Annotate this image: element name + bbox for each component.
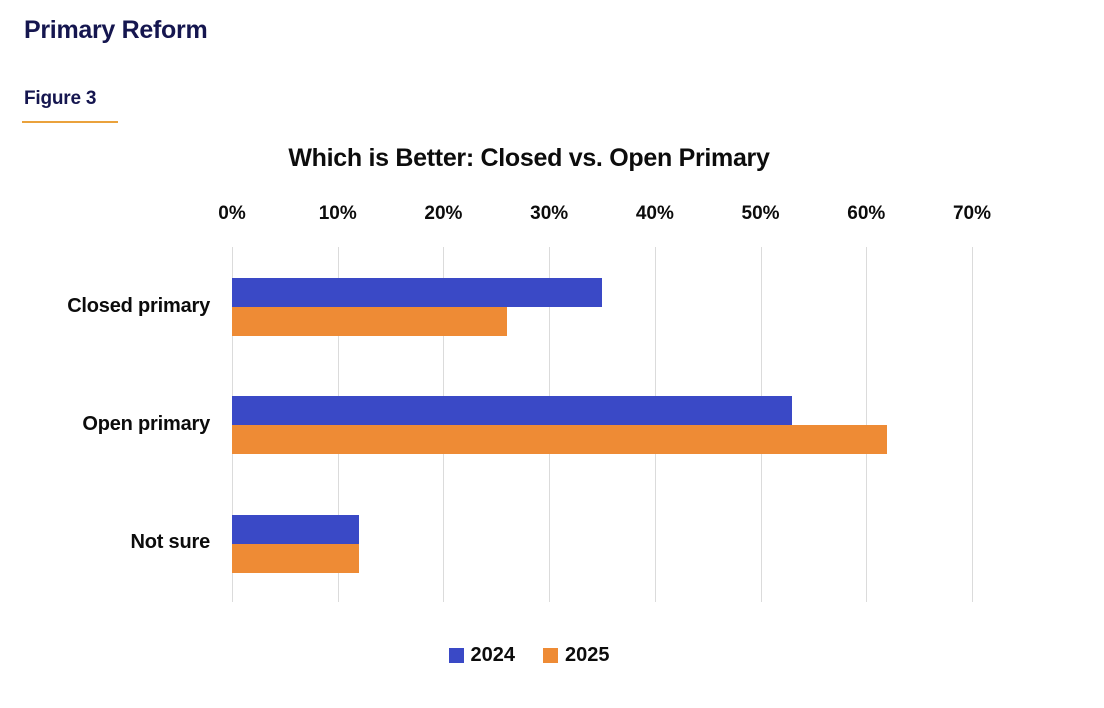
x-axis-tick: 30% (530, 203, 569, 224)
bar-group (232, 247, 1034, 365)
figure-label: Figure 3 (22, 88, 118, 123)
chart-title: Which is Better: Closed vs. Open Primary (288, 144, 770, 172)
plot-area (232, 247, 1034, 602)
bar-2025-not-sure (232, 543, 359, 573)
legend-swatch-icon (448, 648, 464, 663)
x-axis: 0% 10% 20% 30% 40% 50% 60% 70% (218, 203, 1034, 227)
figure-label-text: Figure 3 (24, 88, 97, 109)
bar-group (232, 365, 1034, 483)
bar-pair (232, 484, 1034, 573)
legend-swatch-icon (543, 648, 558, 663)
bar-2024-closed-primary (232, 278, 602, 307)
category-label: Open primary (82, 412, 210, 435)
plot-wrap: Closed primary Open primary Not sure (24, 247, 1034, 602)
x-axis-tick: 50% (741, 203, 780, 224)
figure-underline-accent (22, 121, 118, 123)
bar-2024-open-primary (232, 396, 793, 426)
bar-pair (232, 365, 1034, 455)
x-axis-tick: 20% (424, 203, 463, 224)
bar-2024-not-sure (232, 514, 359, 544)
legend-label: 2024 (470, 644, 516, 666)
x-axis-tick: 40% (635, 203, 674, 224)
gridline (866, 247, 868, 602)
category-label: Not sure (130, 531, 210, 554)
legend: 2024 2025 (24, 644, 1034, 667)
legend-item-2025: 2025 (543, 644, 610, 667)
bar-2025-closed-primary (232, 307, 507, 336)
page-title: Primary Reform (24, 16, 208, 44)
bar-group (232, 484, 1034, 602)
x-axis-tick: 0% (218, 203, 246, 224)
legend-label: 2025 (565, 644, 610, 666)
bar-chart: Which is Better: Closed vs. Open Primary… (24, 144, 1034, 667)
bar-2025-open-primary (232, 425, 888, 455)
category-label: Closed primary (67, 294, 210, 317)
x-axis-tick: 10% (318, 203, 357, 224)
x-axis-tick: 70% (952, 203, 992, 224)
x-axis-tick: 60% (847, 203, 886, 224)
bar-pair (232, 247, 1034, 336)
legend-item-2024: 2024 (448, 644, 516, 667)
category-labels: Closed primary Open primary Not sure (24, 247, 232, 602)
gridline (972, 247, 973, 602)
